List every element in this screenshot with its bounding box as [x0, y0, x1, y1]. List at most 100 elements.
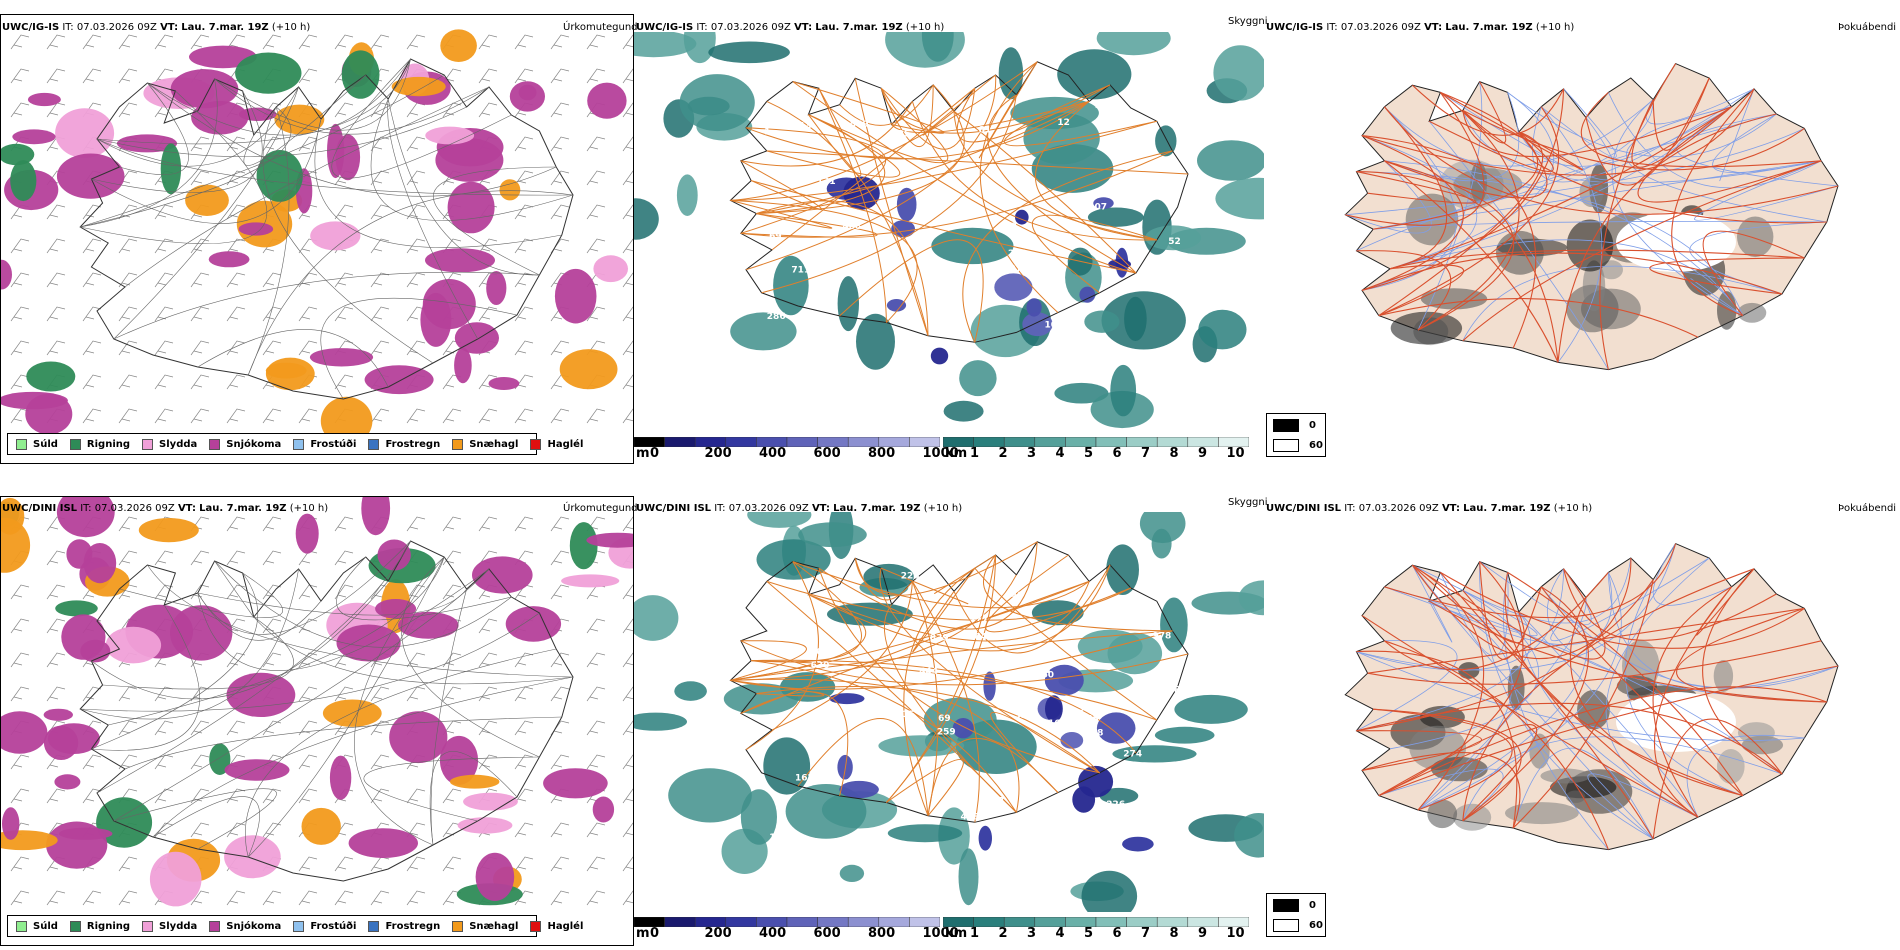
cloud-base-value: 60 [1042, 671, 1055, 681]
colorbar-tick-label: 3 [1027, 926, 1037, 941]
fog-legend-item: 0 [1273, 899, 1316, 912]
colorbar-tick-label: 6 [1112, 926, 1122, 941]
legend-label: Haglél [547, 438, 584, 450]
cloud-base-colorbar [634, 917, 940, 927]
legend-item: Haglél [530, 438, 584, 450]
colorbar-tick-label: 8 [1169, 446, 1179, 461]
legend-swatch [530, 438, 542, 450]
fog-legend-label: 60 [1309, 440, 1323, 451]
precip-type-legend: Súld Rigning Slydda Snjókoma Frostúði Frostre… [7, 915, 583, 937]
cloud-base-value: 226 [1106, 800, 1125, 810]
cloud-base-value: 69 [938, 714, 951, 724]
colorbar-tick-label: m [636, 446, 650, 461]
legend-swatch [209, 920, 221, 932]
colorbar-tick-label: 600 [813, 926, 841, 941]
cloud-base-value: 630 [811, 661, 830, 671]
colorbar-tick-label: 200 [704, 446, 732, 461]
legend-label: Rigning [86, 438, 131, 450]
precip-type-panel-bottom: Súld Rigning Slydda Snjókoma Frostúði Frostre… [0, 496, 634, 946]
cloud-base-values: 375 711 25 131 549 816 52 1 259 69 388 12 138 75 374 13… [762, 101, 1181, 373]
road-network [80, 540, 574, 858]
legend-item: Rigning [69, 438, 131, 450]
cloud-base-value: 374 [1010, 265, 1029, 275]
cloud-base-value: 444 [919, 667, 938, 677]
cloud-base-value: 829 [930, 633, 949, 643]
cloud-base-value: 54 [1038, 666, 1051, 676]
colorbar-tick-label: 0 [650, 446, 660, 461]
road-network [730, 541, 1189, 823]
road-network [1356, 543, 1839, 850]
legend-swatch [452, 438, 464, 450]
cloud-base-value: 286 [767, 312, 786, 322]
cloud-base-value: 715 [896, 710, 915, 720]
cloud-base-value: 228 [901, 571, 920, 581]
legend-swatch [142, 920, 154, 932]
cloud-base-values: 355 50 169 147 274 93 715 978 357 59 54 87 829 444 137… [769, 571, 1180, 850]
iceland-coastline [729, 61, 1189, 343]
legend-label: Snæhagl [469, 920, 519, 932]
cloud-base-value: 13 [799, 122, 812, 132]
cloud-base-value: 177 [970, 614, 989, 624]
cloud-base-value: 81 [979, 125, 992, 135]
precip-type-panel-top: Súld Rigning Slydda Snjókoma Frostúði Frostre… [0, 14, 634, 464]
cloud-base-value: 138 [1019, 256, 1038, 266]
legend-item: Snjókoma [209, 920, 281, 932]
cloud-base-value: 147 [1083, 838, 1102, 848]
fog-legend-swatch [1273, 899, 1299, 912]
legend-swatch [293, 920, 305, 932]
fog-legend-item: 60 [1273, 439, 1323, 452]
legend-item: Frostregn [368, 920, 440, 932]
cloud-base-value: 69 [769, 232, 782, 242]
colorbar-tick-label: 5 [1084, 446, 1094, 461]
fog-legend-label: 0 [1309, 900, 1316, 911]
cloud-base-value: 978 [1153, 631, 1172, 641]
legend-label: Rigning [86, 920, 131, 932]
cloud-base-value: 131 [817, 177, 836, 187]
legend-item: Snæhagl [452, 438, 518, 450]
colorbar-tick-label: 0 [650, 926, 660, 941]
visibility-map: 375 711 25 131 549 816 52 1 259 69 388 12 138 75 374 13… [634, 32, 1264, 429]
iceland-coastline [79, 58, 574, 400]
cloud-base-value: 162 [795, 774, 814, 784]
fog-index-map [1344, 542, 1839, 851]
legend-item: Rigning [69, 920, 131, 932]
legend-item: Snjókoma [209, 438, 281, 450]
colorbar-tick-label: km [945, 926, 968, 941]
legend-item: Frostúði [293, 920, 357, 932]
fog-legend-label: 0 [1309, 420, 1316, 431]
legend-item: Snæhagl [452, 920, 519, 932]
fog-legend-label: 60 [1309, 920, 1323, 931]
map-header: UWC/IG-IS IT: 07.03.2026 09Z VT: Lau. 7.… [2, 22, 311, 33]
legend-item: Frostregn [368, 438, 441, 450]
cloud-base-value: 1 [764, 127, 770, 137]
precip-type-legend: Súld Rigning Slydda Snjókoma Frostúði Frostre… [7, 433, 583, 455]
colorbar-tick-label: 1 [970, 926, 980, 941]
cloud-base-value: 711 [791, 266, 810, 276]
colorbar-tick-label: 9 [1198, 446, 1208, 461]
cloud-base-value: 274 [1123, 750, 1142, 760]
cloud-base-value: 375 [835, 239, 854, 249]
legend-label: Frostregn [385, 438, 441, 450]
colorbar-segment [1095, 437, 1127, 447]
cloud-base-value: 52 [1168, 237, 1181, 247]
colorbar-tick-label: 1000 [922, 446, 959, 461]
colorbar-tick-label: 400 [759, 926, 787, 941]
legend-swatch [293, 438, 305, 450]
cloud-base-value: 357 [1015, 711, 1034, 721]
legend-label: Frostúði [310, 920, 357, 932]
colorbar-tick-label: 4 [1055, 926, 1065, 941]
colorbar-segment [664, 437, 696, 447]
fog-legend-swatch [1273, 419, 1299, 432]
fog-legend: 0 60 [1266, 413, 1326, 457]
cloud-base-value: 10 [1045, 321, 1058, 331]
colorbar-segment [664, 917, 696, 927]
colorbar-tick-label: 200 [704, 926, 732, 941]
cloud-base-value: 98 [1004, 222, 1017, 232]
precip-type-title: Úrkomutegund [563, 503, 638, 514]
cloud-base-value: 25 [898, 130, 911, 140]
map-header: UWC/IG-IS IT: 07.03.2026 09Z VT: Lau. 7.… [1266, 22, 1575, 33]
colorbar-tick-label: 10 [1226, 446, 1245, 461]
legend-swatch [530, 920, 542, 932]
legend-label: Slydda [159, 438, 198, 450]
colorbar-tick-label: 6 [1112, 446, 1122, 461]
